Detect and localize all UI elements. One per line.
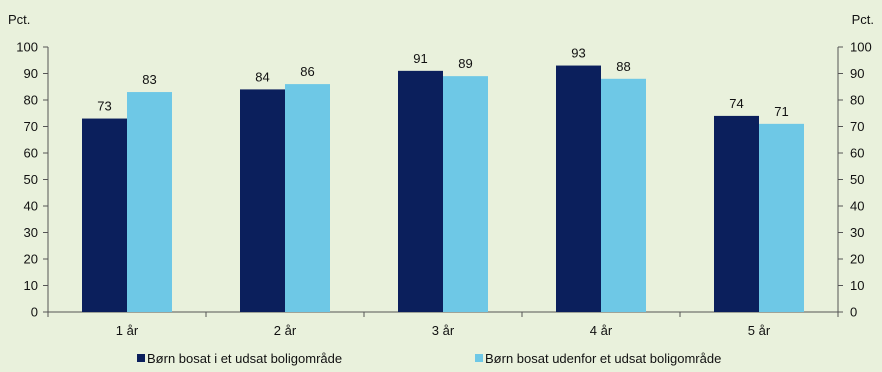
left-axis-unit: Pct. xyxy=(8,12,30,27)
x-tick-label: 5 år xyxy=(748,323,771,338)
right-y-tick-label: 40 xyxy=(850,199,864,214)
x-tick-label: 2 år xyxy=(274,323,297,338)
right-axis-unit: Pct. xyxy=(852,12,874,27)
right-y-tick-label: 10 xyxy=(850,278,864,293)
bar xyxy=(443,76,488,313)
x-tick-label: 1 år xyxy=(116,323,139,338)
right-y-tick-label: 90 xyxy=(850,66,864,81)
bar xyxy=(601,78,646,312)
bar xyxy=(127,92,172,312)
legend-swatch xyxy=(137,354,145,362)
left-y-tick-label: 80 xyxy=(24,93,38,108)
left-y-tick-label: 0 xyxy=(31,305,38,320)
axes: 0 0 10 10 20 20 30 30 40 40 50 50 60 60 70 70 80 80 90 90 10… xyxy=(16,40,871,339)
left-y-tick-label: 100 xyxy=(16,40,38,55)
left-y-tick-label: 70 xyxy=(24,119,38,134)
data-label: 71 xyxy=(774,104,788,119)
right-y-tick-label: 0 xyxy=(850,305,857,320)
right-y-tick-label: 50 xyxy=(850,172,864,187)
data-label: 73 xyxy=(97,99,111,114)
bar xyxy=(714,115,759,313)
right-y-tick-label: 100 xyxy=(850,40,872,55)
bar xyxy=(285,84,330,312)
data-label: 88 xyxy=(616,59,630,74)
legend: Børn bosat i et udsat boligområde Børn bo… xyxy=(137,351,721,366)
data-label: 89 xyxy=(458,56,472,71)
bar xyxy=(82,118,127,312)
data-label: 74 xyxy=(729,96,743,111)
legend-label: Børn bosat i et udsat boligområde xyxy=(147,351,342,366)
data-label: 86 xyxy=(300,64,314,79)
x-tick-label: 4 år xyxy=(590,323,613,338)
bar xyxy=(240,89,285,313)
left-y-tick-label: 10 xyxy=(24,278,38,293)
bars: 73 83 84 86 91 89 93 88 74 71 xyxy=(82,46,804,313)
data-label: 84 xyxy=(255,69,269,84)
right-y-tick-label: 30 xyxy=(850,225,864,240)
right-y-tick-label: 80 xyxy=(850,93,864,108)
bar xyxy=(398,70,443,312)
left-y-tick-label: 20 xyxy=(24,252,38,267)
data-label: 91 xyxy=(413,51,427,66)
bar xyxy=(759,123,804,312)
left-y-tick-label: 90 xyxy=(24,66,38,81)
left-y-tick-label: 40 xyxy=(24,199,38,214)
right-y-tick-label: 20 xyxy=(850,252,864,267)
left-y-tick-label: 60 xyxy=(24,146,38,161)
legend-swatch xyxy=(475,354,483,362)
legend-label: Børn bosat udenfor et udsat boligområde xyxy=(485,351,721,366)
x-tick-label: 3 år xyxy=(432,323,455,338)
bar xyxy=(556,65,601,312)
right-y-tick-label: 60 xyxy=(850,146,864,161)
data-label: 93 xyxy=(571,46,585,61)
left-y-tick-label: 30 xyxy=(24,225,38,240)
left-y-tick-label: 50 xyxy=(24,172,38,187)
data-label: 83 xyxy=(142,72,156,87)
right-y-tick-label: 70 xyxy=(850,119,864,134)
